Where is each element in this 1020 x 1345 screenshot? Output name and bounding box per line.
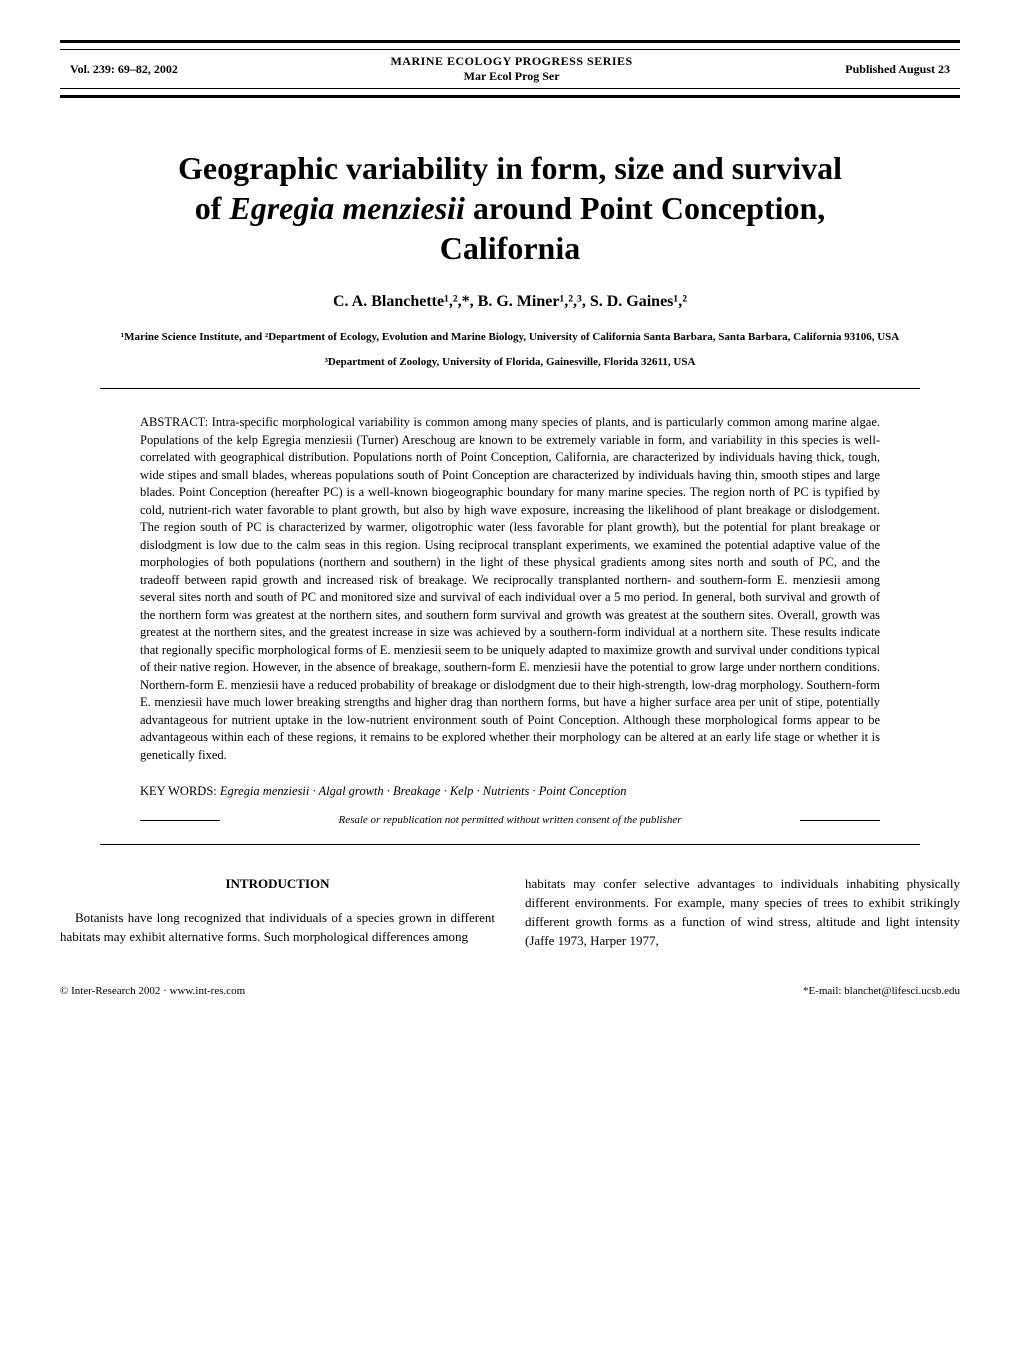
copyright: © Inter-Research 2002 · www.int-res.com xyxy=(60,985,245,997)
publish-date: Published August 23 xyxy=(845,62,950,77)
article-title: Geographic variability in form, size and… xyxy=(80,148,940,268)
resale-notice: Resale or republication not permitted wi… xyxy=(140,814,880,826)
body-columns: INTRODUCTION Botanists have long recogni… xyxy=(60,875,960,950)
journal-block: MARINE ECOLOGY PROGRESS SERIES Mar Ecol … xyxy=(178,54,845,84)
title-species: Egregia menziesii xyxy=(229,190,465,226)
keywords-label: KEY WORDS: xyxy=(140,784,220,798)
divider-top xyxy=(100,388,920,389)
intro-paragraph-right: habitats may confer selective advantages… xyxy=(525,875,960,950)
authors: C. A. Blanchette¹,²,*, B. G. Miner¹,²,³,… xyxy=(60,293,960,311)
keywords-block: KEY WORDS: Egregia menziesii · Algal gro… xyxy=(140,784,880,799)
affiliation-2: ³Department of Zoology, University of Fl… xyxy=(60,354,960,371)
column-left: INTRODUCTION Botanists have long recogni… xyxy=(60,875,495,950)
title-line2-post: around Point Conception, xyxy=(465,190,825,226)
column-right: habitats may confer selective advantages… xyxy=(525,875,960,950)
divider-bottom xyxy=(100,844,920,845)
intro-paragraph-left: Botanists have long recognized that indi… xyxy=(60,909,495,947)
abstract-block: ABSTRACT: Intra-specific morphological v… xyxy=(140,414,880,764)
journal-name: MARINE ECOLOGY PROGRESS SERIES xyxy=(178,54,845,69)
title-line2-pre: of xyxy=(195,190,230,226)
title-line1: Geographic variability in form, size and… xyxy=(178,150,842,186)
footer: © Inter-Research 2002 · www.int-res.com … xyxy=(60,985,960,997)
journal-abbrev: Mar Ecol Prog Ser xyxy=(178,69,845,84)
title-line3: California xyxy=(440,230,580,266)
header-bar: Vol. 239: 69–82, 2002 MARINE ECOLOGY PRO… xyxy=(60,40,960,98)
abstract-text: Intra-specific morphological variability… xyxy=(140,415,880,762)
header-inner: Vol. 239: 69–82, 2002 MARINE ECOLOGY PRO… xyxy=(60,49,960,89)
keywords-text: Egregia menziesii · Algal growth · Break… xyxy=(220,784,627,798)
abstract-label: ABSTRACT: xyxy=(140,415,212,429)
volume-info: Vol. 239: 69–82, 2002 xyxy=(70,62,178,77)
intro-heading: INTRODUCTION xyxy=(60,875,495,894)
affiliation-1: ¹Marine Science Institute, and ²Departme… xyxy=(60,329,960,346)
corresponding-email: *E-mail: blanchet@lifesci.ucsb.edu xyxy=(803,985,960,997)
